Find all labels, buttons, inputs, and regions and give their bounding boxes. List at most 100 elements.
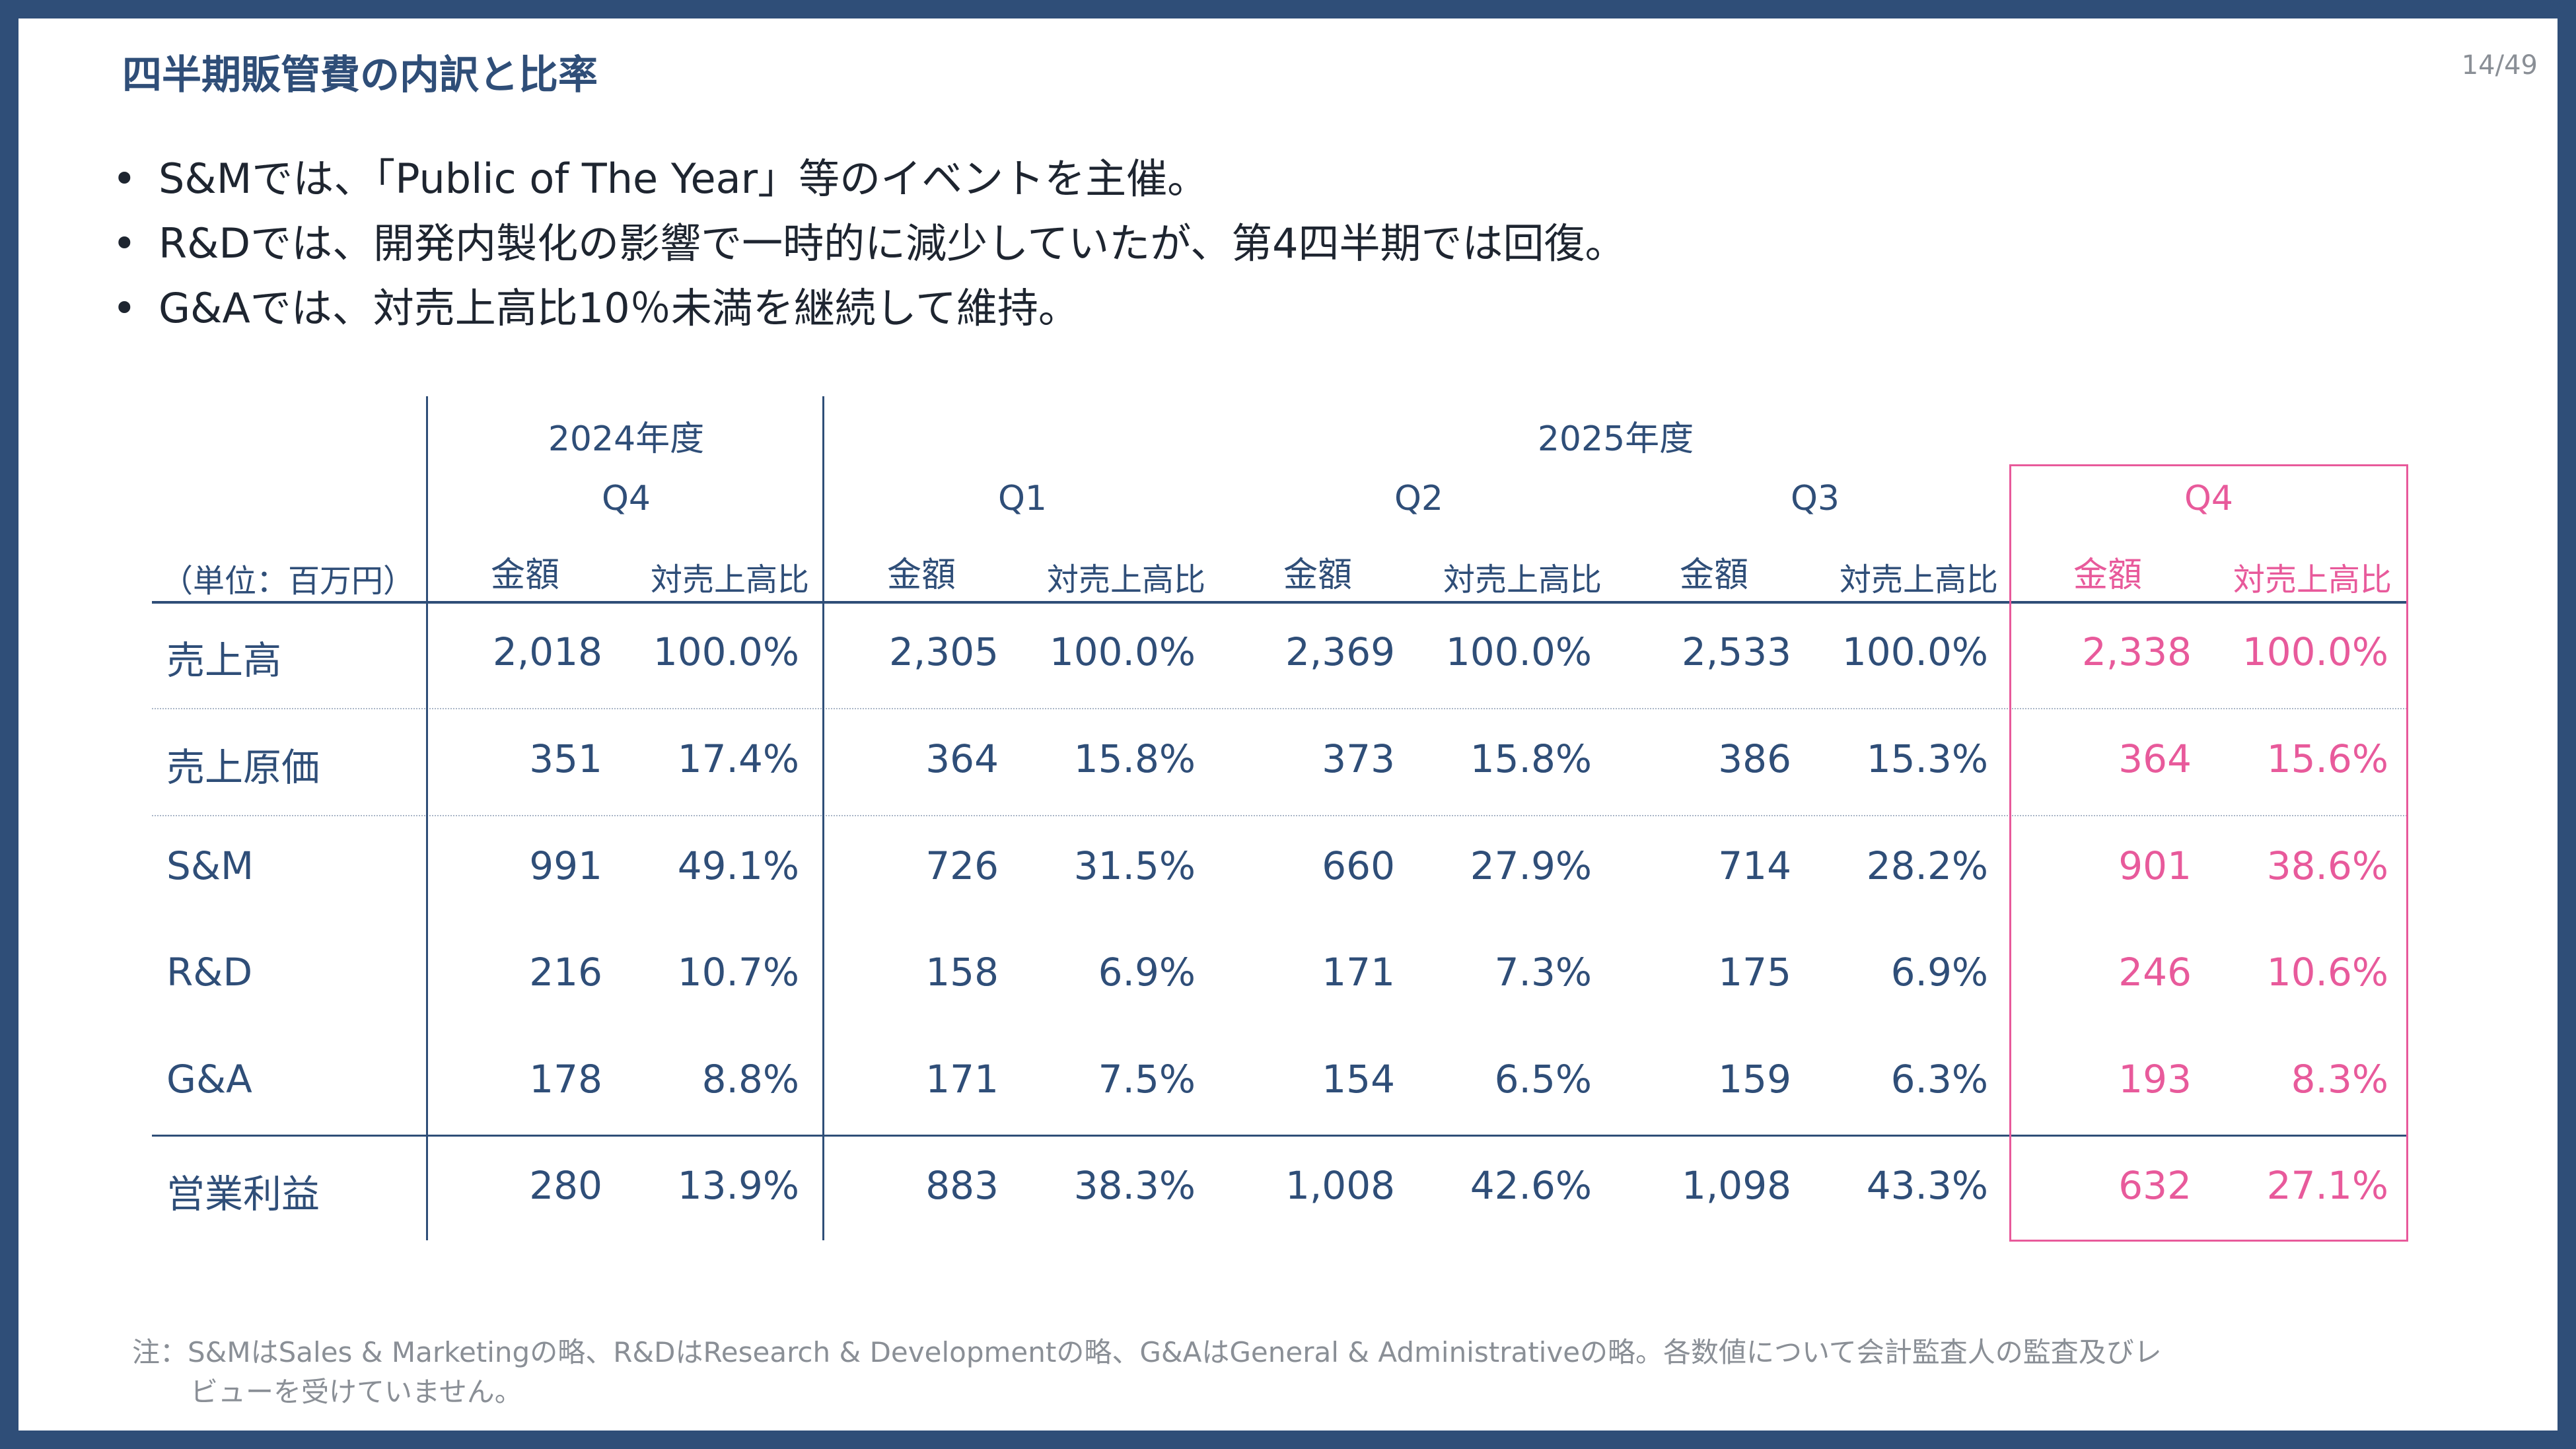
bullet-item: • S&Mでは、「Public of The Year」等のイベントを主催。 bbox=[112, 147, 1626, 211]
footnote-line: ビューを受けていません。 bbox=[190, 1376, 522, 1408]
header-divider bbox=[152, 601, 2407, 604]
row-divider bbox=[152, 815, 2407, 816]
row-divider bbox=[152, 1135, 2407, 1137]
ratio-cell: 13.9% bbox=[677, 1163, 799, 1208]
amount-cell: 158 bbox=[925, 950, 999, 995]
ratio-cell: 43.3% bbox=[1866, 1163, 1988, 1208]
ratio-cell: 100.0% bbox=[1049, 629, 1196, 674]
ratio-header: 対売上高比 bbox=[1839, 561, 1998, 598]
amount-cell: 193 bbox=[2118, 1057, 2192, 1102]
amount-cell: 2,369 bbox=[1285, 629, 1395, 674]
amount-cell: 2,338 bbox=[2081, 629, 2192, 674]
amount-cell: 386 bbox=[1718, 736, 1791, 781]
column-divider bbox=[426, 396, 428, 1240]
year-2024-header: 2024年度 bbox=[548, 419, 705, 459]
row-divider bbox=[152, 708, 2407, 709]
unit-label: （単位：百万円） bbox=[161, 563, 415, 600]
ratio-cell: 100.0% bbox=[2242, 629, 2388, 674]
ratio-cell: 10.7% bbox=[677, 950, 799, 995]
bullet-text: R&Dでは、開発内製化の影響で一時的に減少していたが、第4四半期では回復。 bbox=[159, 219, 1626, 267]
page-title: 四半期販管費の内訳と比率 bbox=[122, 52, 598, 98]
ratio-cell: 38.6% bbox=[2266, 843, 2388, 888]
row-label: S&M bbox=[166, 843, 254, 888]
ratio-cell: 27.1% bbox=[2266, 1163, 2388, 1208]
ratio-cell: 6.3% bbox=[1890, 1057, 1988, 1102]
bullet-text: G&Aでは、対売上高比10％未満を継続して維持。 bbox=[159, 284, 1079, 332]
quarter-header-highlight: Q4 bbox=[2184, 479, 2233, 518]
ratio-cell: 28.2% bbox=[1866, 843, 1988, 888]
ratio-cell: 15.3% bbox=[1866, 736, 1988, 781]
bullet-dot-icon: • bbox=[112, 155, 137, 203]
ratio-cell: 42.6% bbox=[1470, 1163, 1592, 1208]
ratio-cell: 15.8% bbox=[1073, 736, 1196, 781]
footnote-line: 注：S&MはSales & Marketingの略、R&DはResearch &… bbox=[132, 1336, 2162, 1368]
ratio-cell: 8.8% bbox=[701, 1057, 799, 1102]
amount-cell: 175 bbox=[1718, 950, 1791, 995]
column-divider bbox=[822, 396, 824, 1240]
ratio-cell: 49.1% bbox=[677, 843, 799, 888]
ratio-header: 対売上高比 bbox=[1046, 561, 1205, 598]
amount-cell: 364 bbox=[925, 736, 999, 781]
ratio-cell: 15.8% bbox=[1470, 736, 1592, 781]
amount-cell: 901 bbox=[2118, 843, 2192, 888]
amount-header: 金額 bbox=[1679, 555, 1748, 595]
ratio-header-highlight: 対売上高比 bbox=[2233, 561, 2392, 598]
row-label: 営業利益 bbox=[166, 1172, 320, 1217]
amount-cell: 154 bbox=[1322, 1057, 1395, 1102]
ratio-cell: 27.9% bbox=[1470, 843, 1592, 888]
amount-cell: 178 bbox=[529, 1057, 602, 1102]
ratio-cell: 31.5% bbox=[1073, 843, 1196, 888]
bullet-dot-icon: • bbox=[112, 284, 137, 332]
amount-cell: 159 bbox=[1718, 1057, 1791, 1102]
amount-cell: 246 bbox=[2118, 950, 2192, 995]
ratio-cell: 15.6% bbox=[2266, 736, 2388, 781]
amount-cell: 726 bbox=[925, 843, 999, 888]
amount-header-highlight: 金額 bbox=[2073, 555, 2142, 595]
ratio-cell: 6.9% bbox=[1098, 950, 1196, 995]
row-label: 売上原価 bbox=[166, 745, 320, 790]
row-label: R&D bbox=[166, 950, 253, 995]
ratio-cell: 6.9% bbox=[1890, 950, 1988, 995]
bullet-item: • R&Dでは、開発内製化の影響で一時的に減少していたが、第4四半期では回復。 bbox=[112, 211, 1626, 276]
amount-header: 金額 bbox=[1283, 555, 1352, 595]
amount-cell: 280 bbox=[529, 1163, 602, 1208]
ratio-cell: 17.4% bbox=[677, 736, 799, 781]
row-label: 売上高 bbox=[166, 638, 282, 683]
q4-highlight-box bbox=[2009, 464, 2408, 1242]
amount-cell: 1,008 bbox=[1285, 1163, 1395, 1208]
bullet-dot-icon: • bbox=[112, 219, 137, 267]
amount-cell: 2,018 bbox=[492, 629, 602, 674]
amount-cell: 883 bbox=[925, 1163, 999, 1208]
page-number: 14/49 bbox=[2461, 50, 2538, 81]
ratio-header: 対売上高比 bbox=[650, 561, 809, 598]
ratio-cell: 7.5% bbox=[1098, 1057, 1196, 1102]
ratio-cell: 6.5% bbox=[1494, 1057, 1592, 1102]
ratio-cell: 10.6% bbox=[2266, 950, 2388, 995]
bullet-list: • S&Mでは、「Public of The Year」等のイベントを主催。 • R… bbox=[112, 147, 1626, 341]
ratio-cell: 8.3% bbox=[2291, 1057, 2388, 1102]
amount-cell: 351 bbox=[529, 736, 602, 781]
amount-cell: 2,305 bbox=[888, 629, 999, 674]
footnote: 注：S&MはSales & Marketingの略、R&DはResearch &… bbox=[132, 1333, 2162, 1412]
amount-cell: 216 bbox=[529, 950, 602, 995]
amount-cell: 2,533 bbox=[1681, 629, 1791, 674]
ratio-cell: 38.3% bbox=[1073, 1163, 1196, 1208]
quarter-header: Q3 bbox=[1790, 479, 1840, 518]
amount-cell: 991 bbox=[529, 843, 602, 888]
amount-cell: 714 bbox=[1718, 843, 1791, 888]
ratio-cell: 100.0% bbox=[1842, 629, 1988, 674]
bullet-text: S&Mでは、「Public of The Year」等のイベントを主催。 bbox=[159, 155, 1209, 203]
ratio-header: 対売上高比 bbox=[1443, 561, 1602, 598]
amount-cell: 171 bbox=[1322, 950, 1395, 995]
bullet-item: • G&Aでは、対売上高比10％未満を継続して維持。 bbox=[112, 276, 1626, 341]
amount-cell: 632 bbox=[2118, 1163, 2192, 1208]
amount-cell: 660 bbox=[1322, 843, 1395, 888]
quarter-header: Q2 bbox=[1394, 479, 1443, 518]
quarter-header: Q1 bbox=[997, 479, 1047, 518]
amount-header: 金額 bbox=[490, 555, 559, 595]
ratio-cell: 100.0% bbox=[653, 629, 799, 674]
ratio-cell: 7.3% bbox=[1494, 950, 1592, 995]
amount-header: 金額 bbox=[886, 555, 956, 595]
